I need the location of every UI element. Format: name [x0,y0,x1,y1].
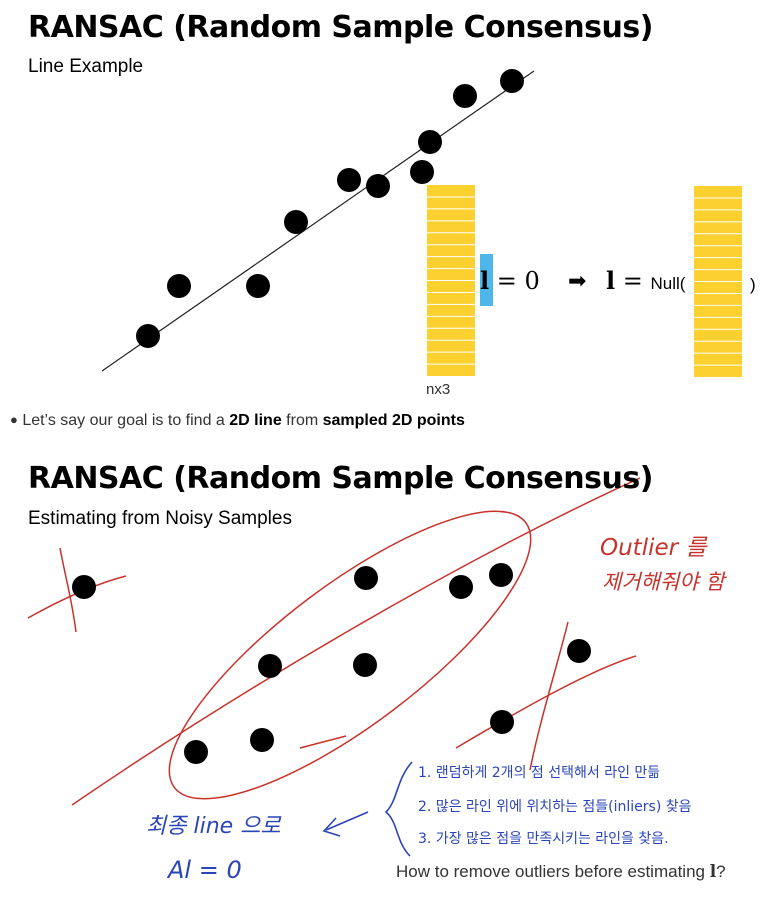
line-vector [480,254,493,306]
red-line [71,477,641,806]
inlier-point [489,563,513,587]
question-end: ? [716,862,726,881]
bullet-text-1: Let’s say our goal is to find a [22,412,230,429]
outlier-point [72,575,96,599]
eq1-rest: = 0 [496,267,540,295]
eq1-symbol: l [480,266,490,295]
sample-point [366,174,390,198]
final-equation-note: Al = 0 [168,856,242,884]
inlier-point [258,654,282,678]
bullet-dot: ● [10,412,18,427]
equation-2: l = Null( [606,266,685,295]
slide1-subtitle: Line Example [28,56,144,77]
sample-point [284,210,308,234]
equation-1: l = 0 [480,266,540,295]
arrow-mark [325,811,369,831]
sample-point [418,130,442,154]
sample-point [453,84,477,108]
noisy-points [72,563,591,764]
eq2-null-close: ) [750,275,756,294]
inlier-point [250,728,274,752]
outlier-point [567,639,591,663]
step-2: 2. 많은 라인 위에 위치하는 점들(inliers) 찾음 [418,799,692,815]
sample-points [136,69,524,348]
bullet-line: ● Let’s say our goal is to find a 2D lin… [10,412,465,430]
sample-point [410,160,434,184]
eq2-null-close-wrap: ) [750,268,756,296]
points-matrix [427,185,475,376]
step-1: 1. 랜덤하게 2개의 점 선택해서 라인 만듦 [418,765,661,781]
eq2-symbol: l [606,266,616,295]
sample-point [167,274,191,298]
cross-mark [455,655,637,749]
sample-point [500,69,524,93]
bullet-text-2: from [281,412,323,429]
question-text: How to remove outliers before estimating [396,862,710,881]
red-stroke [299,735,347,749]
step-3: 3. 가장 많은 점을 만족시키는 라인을 찾음. [418,831,669,847]
inlier-ellipse [168,510,532,800]
slide2-title: RANSAC (Random Sample Consensus) [28,461,653,496]
final-line-note: 최종 line 으로 [146,814,281,839]
arrow-icon: ➡ [568,268,587,293]
sample-point [246,274,270,298]
outlier-note-1: Outlier 를 [600,535,707,561]
question-symbol: l [709,862,717,882]
inlier-point [184,740,208,764]
bullet-bold-1: 2D line [229,412,282,429]
fitted-line [101,70,535,372]
question-line: How to remove outliers before estimating… [396,862,726,882]
cross-mark [59,547,77,633]
outlier-point [490,710,514,734]
inlier-point [353,653,377,677]
eq2-null-open: Null( [650,274,686,293]
null-matrix [694,186,742,377]
brace-mark [384,761,413,857]
arrow-head [322,817,341,837]
sample-point [136,324,160,348]
inlier-point [354,566,378,590]
eq2-equals: = [622,267,643,295]
sample-point [337,168,361,192]
slide2-subtitle: Estimating from Noisy Samples [28,508,292,529]
slide1-title: RANSAC (Random Sample Consensus) [28,10,653,45]
outlier-note-2: 제거해줘야 함 [602,570,725,594]
bullet-bold-2: sampled 2D points [322,412,465,429]
matrix-label: nx3 [426,381,451,398]
inlier-point [449,575,473,599]
cross-mark [529,621,569,771]
